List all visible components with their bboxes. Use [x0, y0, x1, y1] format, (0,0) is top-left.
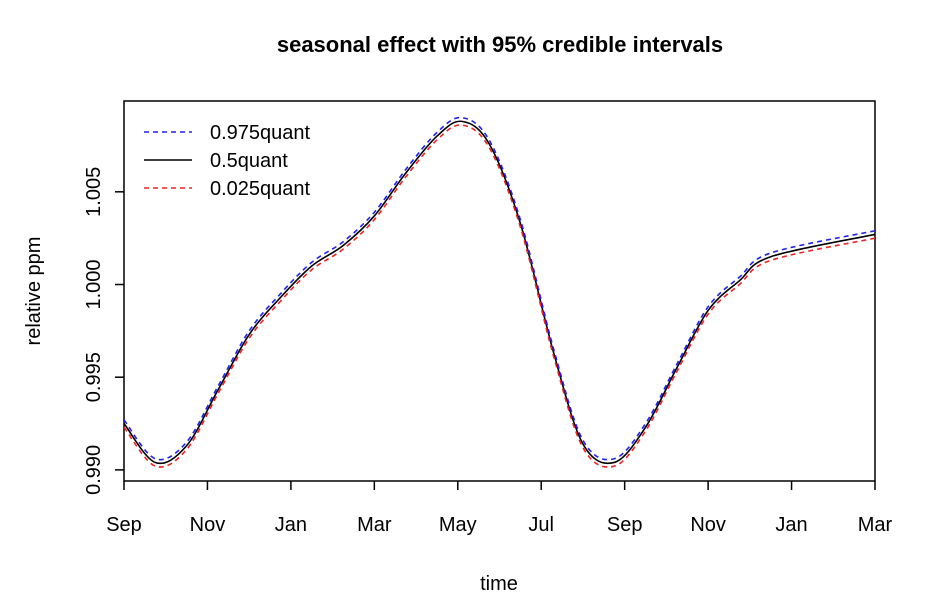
- y-tick-label: 0.995: [83, 352, 105, 402]
- y-tick-label: 1.005: [83, 167, 105, 217]
- x-tick-label: Sep: [607, 514, 643, 536]
- x-tick-label: Jan: [775, 514, 807, 536]
- series-line-0-975quant: [124, 116, 875, 461]
- x-tick-label: May: [439, 514, 477, 536]
- x-tick-label: Jul: [528, 514, 554, 536]
- legend-label: 0.025quant: [210, 178, 311, 200]
- x-tick-label: Mar: [357, 514, 392, 536]
- legend: 0.975quant 0.5quant 0.025quant: [144, 122, 311, 200]
- x-tick-label: Nov: [190, 514, 226, 536]
- x-tick-label: Mar: [858, 514, 893, 536]
- series-line-0-025quant: [124, 124, 875, 468]
- chart-title: seasonal effect with 95% credible interv…: [277, 32, 723, 57]
- legend-label: 0.975quant: [210, 122, 311, 144]
- series-lines: [124, 116, 875, 468]
- y-axis: 0.990 0.995 1.000 1.005: [83, 167, 124, 495]
- plot-frame: [123, 100, 876, 482]
- x-tick-label: Nov: [690, 514, 726, 536]
- legend-label: 0.5quant: [210, 150, 288, 172]
- series-line-0-5quant: [124, 120, 875, 465]
- y-tick-label: 0.990: [83, 445, 105, 495]
- x-axis: Sep Nov Jan Mar May Jul Sep Nov Jan Mar: [106, 481, 893, 536]
- x-tick-label: Jan: [275, 514, 307, 536]
- y-tick-label: 1.000: [83, 259, 105, 309]
- x-axis-label: time: [480, 573, 518, 595]
- plot-area: [123, 100, 876, 482]
- y-axis-label: relative ppm: [23, 237, 45, 346]
- x-tick-label: Sep: [106, 514, 142, 536]
